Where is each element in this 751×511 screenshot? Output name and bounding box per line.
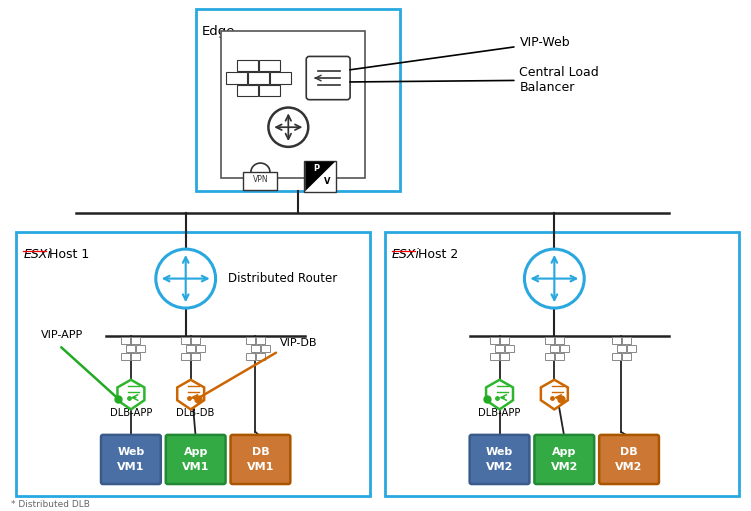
Bar bbox=[256, 337, 265, 344]
Bar bbox=[500, 337, 509, 344]
Text: Central Load
Balancer: Central Load Balancer bbox=[350, 66, 599, 94]
FancyBboxPatch shape bbox=[243, 172, 277, 190]
Bar bbox=[246, 353, 255, 360]
Bar bbox=[545, 353, 553, 360]
Text: DB: DB bbox=[620, 447, 638, 457]
Bar bbox=[626, 345, 635, 352]
Bar bbox=[617, 345, 626, 352]
Bar bbox=[196, 345, 205, 352]
Bar bbox=[490, 337, 499, 344]
Bar bbox=[131, 353, 140, 360]
Text: DB: DB bbox=[252, 447, 270, 457]
Text: VM2: VM2 bbox=[550, 462, 578, 472]
Text: VM2: VM2 bbox=[615, 462, 643, 472]
Text: ESXi: ESXi bbox=[23, 248, 51, 261]
Bar bbox=[550, 345, 559, 352]
Polygon shape bbox=[541, 380, 568, 409]
Bar bbox=[622, 353, 631, 360]
Polygon shape bbox=[305, 161, 335, 191]
Text: VIP-Web: VIP-Web bbox=[350, 36, 570, 70]
Bar bbox=[226, 73, 247, 84]
Bar bbox=[122, 337, 131, 344]
FancyBboxPatch shape bbox=[101, 435, 161, 484]
FancyBboxPatch shape bbox=[231, 435, 291, 484]
FancyBboxPatch shape bbox=[535, 435, 594, 484]
Text: DLB-DB: DLB-DB bbox=[176, 408, 215, 418]
Text: Web: Web bbox=[117, 447, 144, 457]
Polygon shape bbox=[177, 380, 204, 409]
Bar bbox=[237, 85, 258, 96]
Text: App: App bbox=[552, 447, 577, 457]
Bar bbox=[237, 60, 258, 72]
Text: Host 1: Host 1 bbox=[50, 248, 89, 261]
Bar bbox=[181, 353, 190, 360]
Text: VIP-DB: VIP-DB bbox=[280, 338, 318, 349]
Bar bbox=[248, 73, 269, 84]
Bar bbox=[490, 353, 499, 360]
Bar bbox=[246, 337, 255, 344]
Bar bbox=[270, 73, 291, 84]
Bar bbox=[555, 337, 564, 344]
Text: Distributed Router: Distributed Router bbox=[228, 272, 336, 285]
Text: * Distributed DLB: * Distributed DLB bbox=[11, 500, 90, 509]
Bar bbox=[259, 85, 280, 96]
Text: ESXi: ESXi bbox=[392, 248, 420, 261]
FancyBboxPatch shape bbox=[166, 435, 225, 484]
Text: VM1: VM1 bbox=[182, 462, 210, 472]
Bar bbox=[181, 337, 190, 344]
Text: VM1: VM1 bbox=[247, 462, 274, 472]
Bar bbox=[137, 345, 146, 352]
Text: Web: Web bbox=[486, 447, 513, 457]
Text: P: P bbox=[313, 165, 319, 173]
Bar bbox=[500, 353, 509, 360]
Text: VIP-APP: VIP-APP bbox=[41, 330, 83, 340]
Bar bbox=[186, 345, 195, 352]
Text: VM2: VM2 bbox=[486, 462, 513, 472]
FancyBboxPatch shape bbox=[304, 160, 336, 192]
FancyBboxPatch shape bbox=[306, 56, 350, 100]
FancyBboxPatch shape bbox=[17, 233, 370, 496]
Text: Edge: Edge bbox=[202, 25, 235, 38]
Polygon shape bbox=[486, 380, 513, 409]
Bar bbox=[192, 353, 201, 360]
Bar bbox=[192, 337, 201, 344]
FancyBboxPatch shape bbox=[196, 9, 400, 191]
Bar bbox=[559, 345, 569, 352]
FancyBboxPatch shape bbox=[469, 435, 529, 484]
Bar bbox=[505, 345, 514, 352]
Bar bbox=[126, 345, 135, 352]
Bar bbox=[555, 353, 564, 360]
Bar bbox=[251, 345, 260, 352]
Bar bbox=[256, 353, 265, 360]
Bar bbox=[259, 60, 280, 72]
Bar bbox=[611, 337, 620, 344]
Bar bbox=[622, 337, 631, 344]
Bar bbox=[131, 337, 140, 344]
Text: V: V bbox=[324, 177, 330, 186]
Bar bbox=[495, 345, 504, 352]
FancyBboxPatch shape bbox=[385, 233, 739, 496]
Text: DLB-APP: DLB-APP bbox=[478, 408, 520, 418]
Text: DLB-APP: DLB-APP bbox=[110, 408, 152, 418]
FancyBboxPatch shape bbox=[599, 435, 659, 484]
Text: Host 2: Host 2 bbox=[418, 248, 458, 261]
Bar bbox=[261, 345, 270, 352]
Bar bbox=[122, 353, 131, 360]
FancyBboxPatch shape bbox=[221, 31, 365, 178]
Text: VM1: VM1 bbox=[117, 462, 145, 472]
Bar bbox=[611, 353, 620, 360]
Polygon shape bbox=[117, 380, 144, 409]
Text: VPN: VPN bbox=[252, 175, 268, 184]
Text: App: App bbox=[183, 447, 208, 457]
Bar bbox=[545, 337, 553, 344]
